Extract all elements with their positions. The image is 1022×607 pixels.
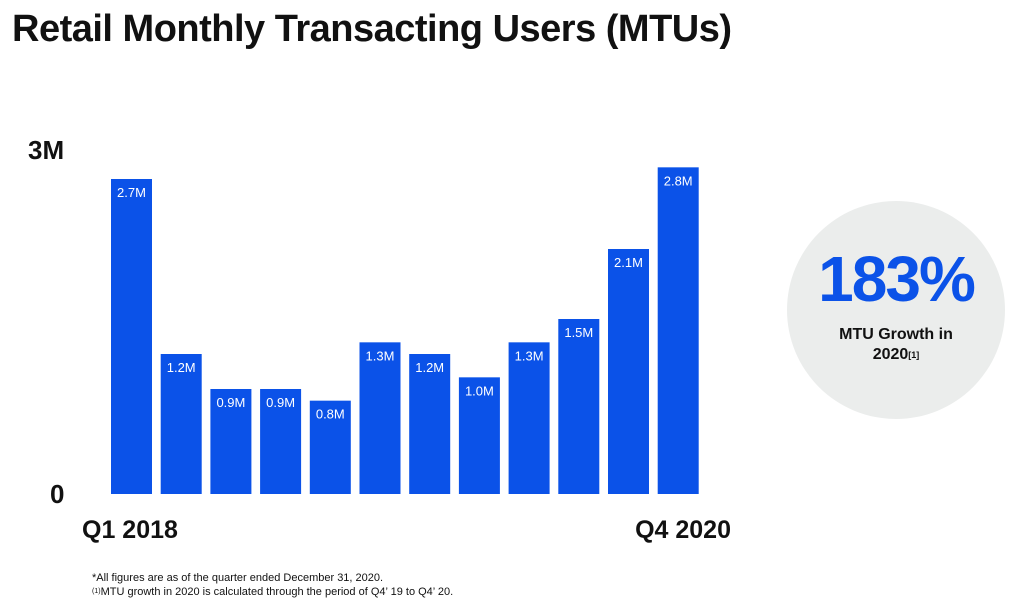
bar-label-12: 2.8M (664, 173, 693, 188)
bar-label-5: 0.8M (316, 407, 345, 422)
bar-12 (657, 167, 699, 495)
footnotes: *All figures are as of the quarter ended… (92, 571, 453, 599)
mtu-bar-chart: 2.7M 1.2M 0.9M 0.9M 0.8M 1.3M 1.2M 1.0M 1.3M 1.5M… (28, 135, 731, 544)
bar-label-6: 1.3M (366, 348, 395, 363)
footnote-1: *All figures are as of the quarter ended… (92, 572, 384, 584)
bar-10 (558, 319, 600, 494)
bar-5 (309, 400, 351, 494)
footnote-marker: [1] (908, 350, 920, 360)
bar-3 (210, 389, 252, 494)
footnote-2-text: MTU growth in 2020 is calculated through… (100, 586, 454, 598)
bar-label-1: 2.7M (117, 185, 146, 200)
bar-6 (359, 342, 401, 494)
bar-2 (160, 354, 202, 494)
mtu-growth-caption: MTU Growth in 2020[1] (787, 325, 1005, 365)
footnote-2-marker: (1) (92, 588, 101, 595)
y-tick-0: 0 (50, 479, 64, 509)
bar-label-8: 1.0M (465, 383, 494, 398)
x-tick-first: Q1 2018 (82, 516, 178, 544)
bar-label-9: 1.3M (515, 348, 544, 363)
bar-label-10: 1.5M (564, 325, 593, 340)
mtu-growth-badge: 183% MTU Growth in 2020[1] (787, 201, 1005, 419)
bar-1 (111, 179, 152, 494)
bar-label-3: 0.9M (216, 395, 245, 410)
bar-label-4: 0.9M (266, 395, 295, 410)
bar-7 (409, 354, 451, 494)
bar-label-2: 1.2M (167, 360, 196, 375)
bar-label-11: 2.1M (614, 255, 643, 270)
mtu-growth-caption-line2: 2020 (872, 346, 909, 363)
mtu-growth-caption-line1: MTU Growth in (839, 326, 953, 343)
bar-11 (608, 249, 649, 494)
bar-9 (508, 342, 550, 494)
x-tick-last: Q4 2020 (635, 516, 731, 544)
page-title: Retail Monthly Transacting Users (MTUs) (12, 8, 732, 50)
footnote-2: (1)MTU growth in 2020 is calculated thro… (92, 585, 453, 599)
bar-label-7: 1.2M (415, 360, 444, 375)
bar-4 (260, 389, 302, 494)
y-tick-max: 3M (28, 135, 64, 165)
bar-8 (458, 377, 500, 494)
mtu-growth-value: 183% (818, 243, 976, 315)
